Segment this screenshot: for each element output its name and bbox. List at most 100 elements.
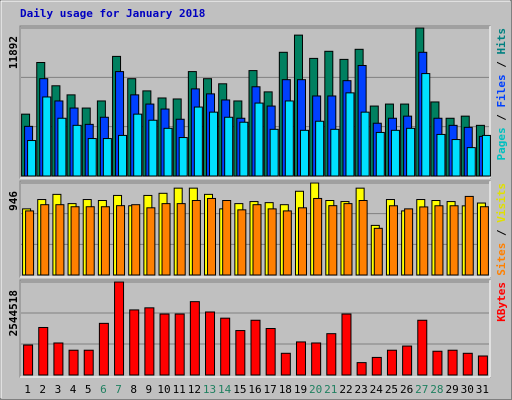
bar [25,210,35,276]
bar [40,204,50,276]
bar [161,203,171,276]
legend: KBytes [495,282,508,322]
y-tick-label: 2544518 [7,290,20,336]
bar [419,206,429,276]
bar [85,206,95,276]
x-tick-label: 6 [100,383,107,396]
bar [98,322,109,376]
x-tick-label: 1 [24,383,31,396]
bar [209,111,219,177]
bar [224,116,234,177]
bar [42,96,52,177]
bar [267,208,277,276]
y-tick-label: 11892 [7,36,20,69]
bar [133,113,143,177]
bar [265,328,276,376]
bar [390,129,400,177]
x-tick-label: 3 [55,383,62,396]
x-tick-label: 28 [430,383,443,396]
bar [269,128,279,177]
bar [205,311,216,376]
bar [55,204,65,276]
bar [100,206,110,276]
x-tick-label: 19 [294,383,307,396]
bar [144,307,155,376]
bar [326,333,337,376]
bar [191,200,201,276]
x-tick-label: 2 [39,383,46,396]
x-tick-label: 10 [157,383,170,396]
bar [297,207,307,276]
bar [280,352,291,376]
bar [220,317,231,376]
bar [434,205,444,276]
legend-separator: / [495,223,508,243]
bar [373,227,383,276]
bar [178,137,188,177]
bar [282,210,292,276]
bar [102,138,112,177]
bar [237,209,247,276]
bar [451,139,461,177]
bar [315,120,325,177]
bar [87,138,97,177]
legend: Sites / Visits [495,183,508,276]
bar [466,147,476,177]
bar [356,362,367,376]
legend-separator: / [495,108,508,128]
legend-entry: Files [495,74,508,107]
bar [421,73,431,177]
bar [311,342,322,376]
bar [284,100,294,177]
bar [146,207,156,276]
x-tick-label: 23 [355,383,368,396]
bar [148,119,158,177]
bar [176,203,186,276]
bar [299,129,309,177]
bar [131,204,141,276]
x-tick-label: 5 [85,383,92,396]
legend-separator: / [495,55,508,75]
bar [417,319,428,376]
x-tick-label: 20 [309,383,322,396]
bar [360,111,370,177]
bar [404,208,414,276]
x-tick-label: 24 [370,383,384,396]
x-tick-label: 8 [130,383,137,396]
bar [83,349,94,376]
bar [328,205,338,276]
bar [235,330,246,376]
x-tick-label: 29 [445,383,458,396]
bar [207,197,217,276]
bar [358,200,368,276]
bar [70,206,80,276]
bar [345,92,355,177]
bar [449,205,459,276]
bar [330,128,340,177]
x-tick-label: 14 [218,383,232,396]
bar [23,344,34,376]
bar [174,313,185,376]
bar [38,326,49,376]
bar [479,206,489,276]
bar [114,281,125,376]
bar [250,319,261,376]
bar [27,140,37,177]
x-tick-label: 16 [248,383,261,396]
bar [254,102,264,177]
bar [432,350,443,376]
legend-entry: KBytes [495,282,508,322]
bar [313,197,323,276]
bar [116,205,126,276]
bar [371,356,382,376]
x-tick-label: 25 [385,383,398,396]
bar [53,342,64,376]
x-tick-label: 18 [279,383,292,396]
x-tick-label: 12 [188,383,201,396]
legend-entry: Pages [495,127,508,160]
bar [193,106,203,177]
bar [436,133,446,177]
bar [386,349,397,376]
bar [222,200,232,276]
